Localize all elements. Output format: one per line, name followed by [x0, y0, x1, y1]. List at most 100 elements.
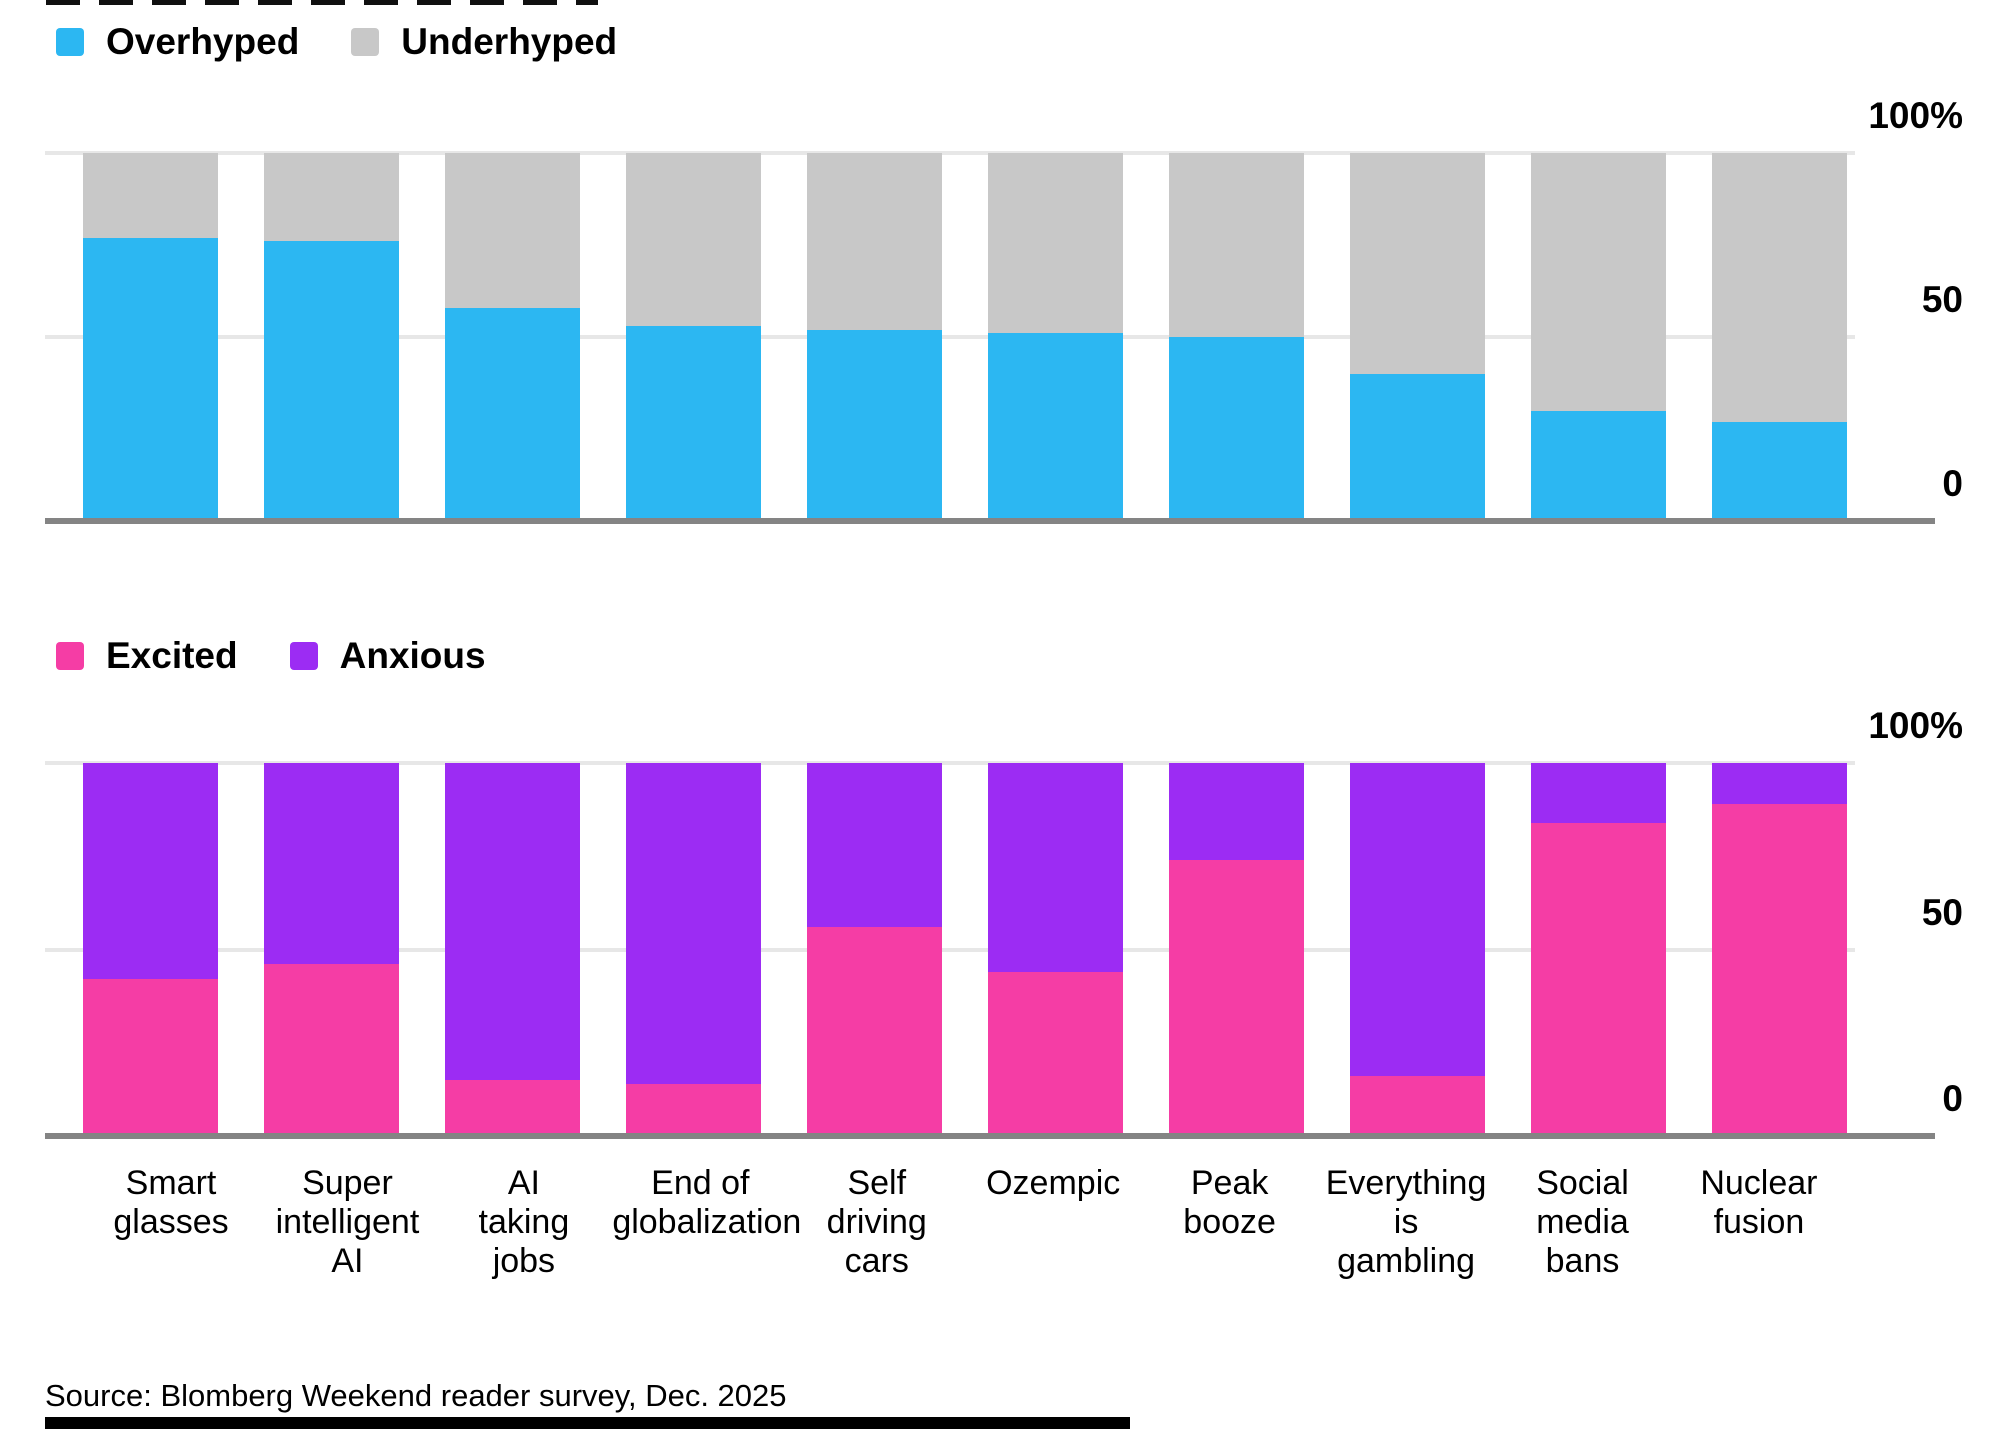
bar-segment-overhyped-super-intelligent-ai	[264, 241, 399, 521]
bar-ozempic	[988, 153, 1123, 521]
bar-segment-anxious-super-intelligent-ai	[264, 763, 399, 965]
bar-segment-underhyped-ozempic	[988, 153, 1123, 334]
bar-segment-anxious-nuclear-fusion	[1712, 763, 1847, 805]
category-label-line: Self	[847, 1164, 907, 1202]
bar-segment-overhyped-smart-glasses	[83, 237, 218, 521]
bar-segment-overhyped-peak-booze	[1169, 337, 1304, 521]
category-label-ozempic: Ozempic	[965, 1164, 1141, 1281]
category-label-ai-taking-jobs: AI taking jobs	[436, 1164, 612, 1281]
bars-layer	[83, 763, 1847, 1136]
category-label-line: bans	[1545, 1242, 1620, 1280]
category-label-line: cars	[844, 1242, 909, 1280]
bar-segment-excited-ai-taking-jobs	[445, 1080, 580, 1136]
bar-segment-excited-self-driving-cars	[807, 927, 942, 1136]
bar-ai-taking-jobs	[445, 153, 580, 521]
bar-segment-underhyped-end-of-globalization	[626, 153, 761, 326]
bar-segment-overhyped-everything-is-gambling	[1350, 373, 1485, 521]
category-label-line: driving	[826, 1203, 927, 1241]
category-label-end-of-globalization: End of globalization	[612, 1164, 802, 1281]
bar-peak-booze	[1169, 763, 1304, 1136]
bar-everything-is-gambling	[1350, 153, 1485, 521]
bar-everything-is-gambling	[1350, 763, 1485, 1136]
bar-segment-anxious-everything-is-gambling	[1350, 763, 1485, 1077]
bar-segment-anxious-self-driving-cars	[807, 763, 942, 928]
legend-swatch-anxious	[289, 642, 318, 670]
ytick-100: 100%	[1868, 705, 1963, 746]
bar-segment-underhyped-smart-glasses	[83, 153, 218, 238]
bar-segment-excited-ozempic	[988, 971, 1123, 1136]
legend-label-underhyped: Underhyped	[401, 21, 618, 62]
category-label-line: AI	[331, 1242, 364, 1280]
category-label-social-media-bans: Social media bans	[1495, 1164, 1671, 1281]
bar-segment-overhyped-nuclear-fusion	[1712, 421, 1847, 521]
category-label-line: intelligent	[275, 1203, 420, 1241]
category-label-line: fusion	[1713, 1203, 1805, 1241]
bars-layer	[83, 153, 1847, 521]
bar-segment-overhyped-self-driving-cars	[807, 329, 942, 521]
bar-segment-overhyped-end-of-globalization	[626, 325, 761, 521]
ytick-0: 0	[1942, 463, 1963, 504]
bar-segment-overhyped-ozempic	[988, 333, 1123, 521]
bar-segment-anxious-end-of-globalization	[626, 763, 761, 1084]
bar-smart-glasses	[83, 153, 218, 521]
legend-bottom: Excited Anxious	[56, 635, 538, 676]
bar-segment-anxious-social-media-bans	[1531, 763, 1666, 823]
bar-segment-excited-social-media-bans	[1531, 822, 1666, 1136]
bar-self-driving-cars	[807, 763, 942, 1136]
bar-segment-underhyped-everything-is-gambling	[1350, 153, 1485, 374]
bar-super-intelligent-ai	[264, 763, 399, 1136]
bar-segment-anxious-peak-booze	[1169, 763, 1304, 860]
category-label-line: is	[1393, 1203, 1419, 1241]
bar-ai-taking-jobs	[445, 763, 580, 1136]
bar-segment-anxious-ai-taking-jobs	[445, 763, 580, 1081]
bar-social-media-bans	[1531, 153, 1666, 521]
bar-ozempic	[988, 763, 1123, 1136]
legend-label-anxious: Anxious	[339, 635, 486, 676]
bar-segment-excited-smart-glasses	[83, 979, 218, 1136]
category-label-line: Super	[302, 1164, 393, 1202]
bar-segment-overhyped-ai-taking-jobs	[445, 307, 580, 521]
category-label-line: Social	[1536, 1164, 1629, 1202]
category-label-line: Nuclear	[1700, 1164, 1818, 1202]
legend-label-excited: Excited	[106, 635, 238, 676]
category-label-smart-glasses: Smart glasses	[83, 1164, 259, 1281]
legend-swatch-overhyped	[56, 28, 84, 56]
category-label-line: taking	[478, 1203, 570, 1241]
category-label-line: Peak	[1190, 1164, 1269, 1202]
bar-super-intelligent-ai	[264, 153, 399, 521]
legend-top: Overhyped Underhyped	[56, 21, 669, 62]
category-label-super-intelligent-ai: Super intelligent AI	[259, 1164, 435, 1281]
gridline-50	[45, 335, 1855, 339]
bar-smart-glasses	[83, 763, 218, 1136]
bar-nuclear-fusion	[1712, 763, 1847, 1136]
category-label-peak-booze: Peak booze	[1142, 1164, 1318, 1281]
ytick-100: 100%	[1868, 95, 1963, 136]
ytick-50: 50	[1921, 891, 1963, 933]
bar-peak-booze	[1169, 153, 1304, 521]
bottom-crop-bar	[45, 1417, 1130, 1429]
bar-segment-excited-nuclear-fusion	[1712, 804, 1847, 1136]
category-label-line: glasses	[113, 1203, 229, 1241]
category-label-line: globalization	[612, 1203, 802, 1241]
x-axis-line	[45, 1133, 1935, 1139]
bar-self-driving-cars	[807, 153, 942, 521]
ytick-50: 50	[1921, 279, 1963, 320]
bar-social-media-bans	[1531, 763, 1666, 1136]
category-label-line: AI	[507, 1164, 540, 1202]
category-label-line: jobs	[492, 1242, 556, 1280]
gridline-100	[45, 151, 1855, 155]
category-label-self-driving-cars: Self driving cars	[789, 1164, 965, 1281]
category-label-nuclear-fusion: Nuclear fusion	[1671, 1164, 1847, 1281]
legend-label-overhyped: Overhyped	[106, 21, 300, 62]
category-label-line: End of	[651, 1164, 750, 1202]
category-label-line: media	[1536, 1203, 1629, 1241]
category-label-line: booze	[1183, 1203, 1276, 1241]
bar-segment-excited-super-intelligent-ai	[264, 964, 399, 1136]
bar-segment-underhyped-nuclear-fusion	[1712, 153, 1847, 422]
bar-end-of-globalization	[626, 153, 761, 521]
bar-segment-underhyped-self-driving-cars	[807, 153, 942, 330]
bar-segment-overhyped-social-media-bans	[1531, 410, 1666, 521]
bar-segment-anxious-smart-glasses	[83, 763, 218, 980]
category-label-line: gambling	[1337, 1242, 1476, 1280]
gridline-100	[45, 761, 1855, 765]
